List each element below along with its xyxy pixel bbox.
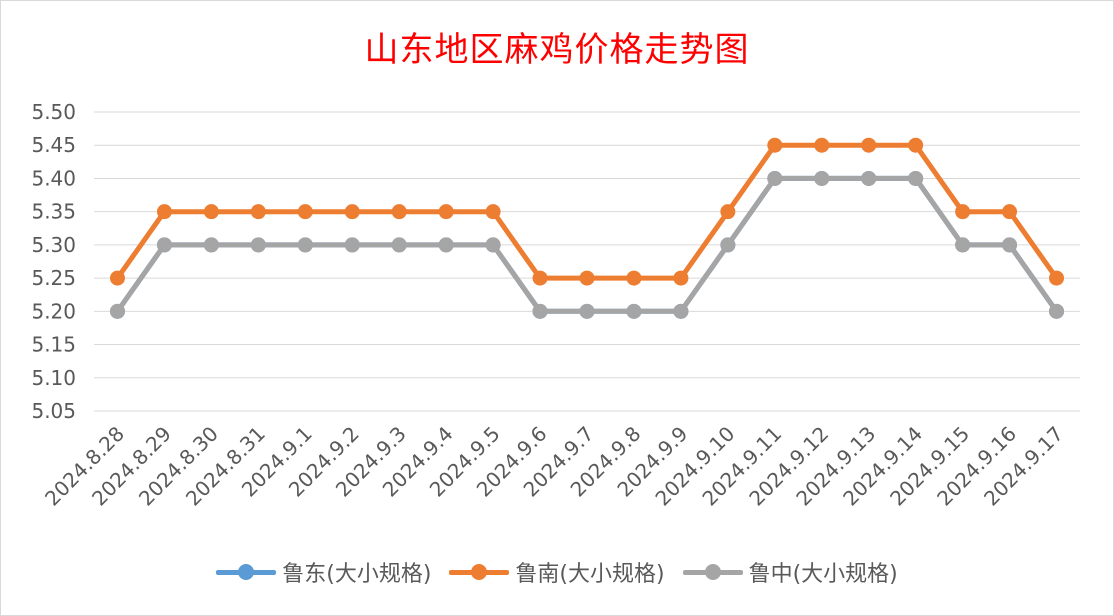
data-point [626,270,642,286]
y-tick-label: 5.10 [31,366,76,390]
data-point [861,137,877,153]
data-point [203,204,219,220]
data-point [297,237,313,253]
data-point [1049,303,1065,319]
data-point [391,237,407,253]
data-point [1002,237,1018,253]
data-point [156,237,172,253]
data-point [438,204,454,220]
data-point [1002,204,1018,220]
data-point [814,137,830,153]
y-tick-label: 5.15 [31,333,76,357]
legend: 鲁东(大小规格) 鲁南(大小规格) 鲁中(大小规格) [0,552,1114,592]
data-point [673,270,689,286]
y-tick-label: 5.40 [31,166,76,190]
legend-item-luzhong[interactable]: 鲁中(大小规格) [682,556,898,588]
y-tick-label: 5.35 [31,200,76,224]
data-point [861,170,877,186]
data-point [109,270,125,286]
data-point [955,204,971,220]
data-point [955,237,971,253]
legend-marker-luzhong [682,563,743,580]
data-point [532,303,548,319]
y-tick-label: 5.20 [31,299,76,323]
legend-marker-lunan [449,563,510,580]
data-point [485,204,501,220]
legend-item-lunan[interactable]: 鲁南(大小规格) [449,556,665,588]
data-point [626,303,642,319]
y-tick-label: 5.45 [31,133,76,157]
y-tick-label: 5.30 [31,233,76,257]
y-tick-label: 5.05 [31,399,76,423]
data-point [344,237,360,253]
legend-marker-ludong [216,563,277,580]
data-point [438,237,454,253]
data-point [767,170,783,186]
data-point [203,237,219,253]
data-point [767,137,783,153]
data-point [485,237,501,253]
data-point [579,303,595,319]
data-point [814,170,830,186]
data-point [908,137,924,153]
data-point [250,237,266,253]
data-point [532,270,548,286]
data-point [908,170,924,186]
legend-label-lunan: 鲁南(大小规格) [515,562,665,587]
data-point [1049,270,1065,286]
data-point [109,303,125,319]
legend-item-ludong[interactable]: 鲁东(大小规格) [216,556,431,588]
data-point [720,204,736,220]
data-point [344,204,360,220]
y-tick-label: 5.50 [31,100,76,124]
data-point [156,204,172,220]
data-point [579,270,595,286]
y-tick-label: 5.25 [31,266,76,290]
legend-label-luzhong: 鲁中(大小规格) [748,562,898,587]
data-point [297,204,313,220]
data-point [720,237,736,253]
chart-title: 山东地区麻鸡价格走势图 [364,30,750,70]
data-point [250,204,266,220]
data-point [391,204,407,220]
data-point [673,303,689,319]
legend-label-ludong: 鲁东(大小规格) [282,562,432,587]
